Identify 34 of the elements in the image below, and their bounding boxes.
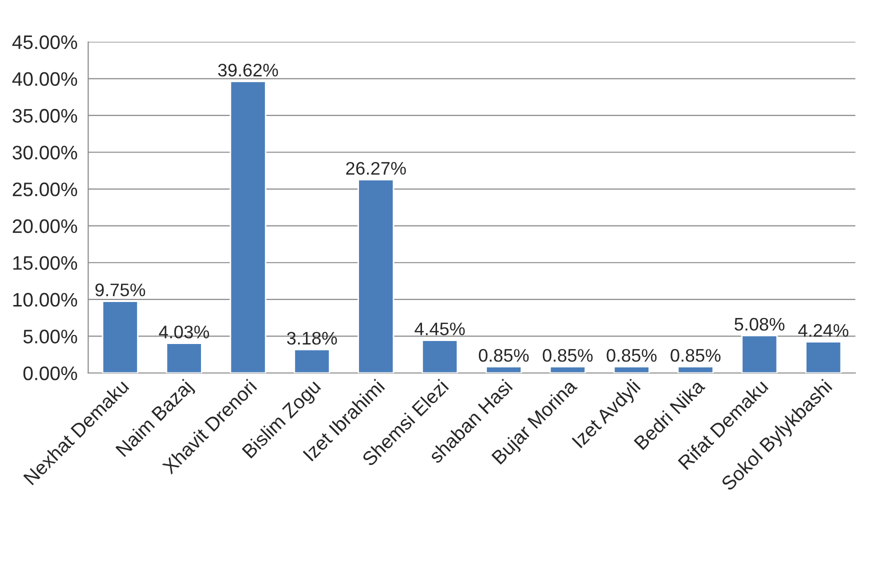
y-tick-label: 25.00% <box>12 182 78 196</box>
data-label: 0.85% <box>606 348 657 362</box>
bar <box>677 366 714 373</box>
bar <box>230 80 266 373</box>
bar <box>613 366 650 373</box>
bar <box>741 334 778 373</box>
bar <box>485 366 522 373</box>
bar <box>549 366 586 373</box>
data-label: 0.85% <box>478 348 529 362</box>
data-label: 4.45% <box>414 322 465 336</box>
y-tick-label: 40.00% <box>12 72 78 86</box>
data-label: 3.18% <box>287 332 337 345</box>
bar <box>422 340 458 373</box>
data-label: 9.75% <box>95 284 146 296</box>
y-tick-label: 15.00% <box>13 256 78 270</box>
y-tick-label: 10.00% <box>13 292 78 307</box>
y-tick-label: 5.00% <box>23 330 78 344</box>
data-label: 0.85% <box>670 348 720 362</box>
y-tick-label: 45.00% <box>12 35 78 50</box>
bar <box>294 348 330 373</box>
data-label: 4.03% <box>158 326 210 338</box>
y-tick-label: 30.00% <box>12 146 78 160</box>
data-label: 39.62% <box>218 64 278 77</box>
data-label: 0.85% <box>542 348 593 362</box>
y-tick-label: 35.00% <box>12 108 78 123</box>
y-tick-label: 0.00% <box>23 366 78 380</box>
bar <box>805 341 842 373</box>
bar <box>166 342 202 373</box>
data-label: 5.08% <box>734 318 784 331</box>
data-label: 26.27% <box>346 162 406 175</box>
y-tick-label: 20.00% <box>12 219 78 234</box>
bar <box>358 179 394 373</box>
data-label: 4.24% <box>798 324 848 337</box>
bar <box>102 300 138 373</box>
